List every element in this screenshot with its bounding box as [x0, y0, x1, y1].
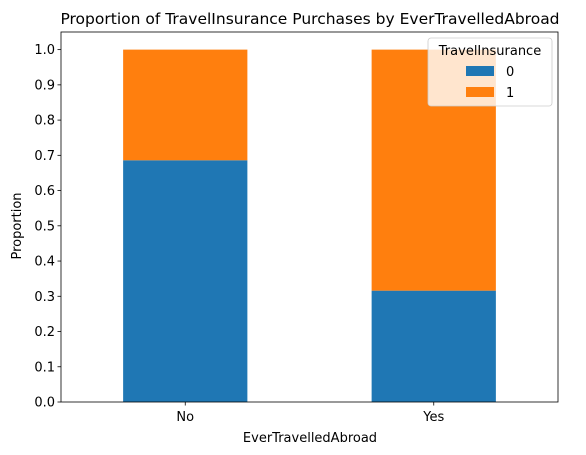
- legend: TravelInsurance 0 1: [427, 37, 553, 107]
- y-tick-label: 0.8: [34, 114, 55, 129]
- bar-no-series-1: [123, 49, 248, 161]
- y-tick-label: 0.3: [34, 290, 55, 305]
- y-tick-label: 0.6: [34, 184, 55, 199]
- chart-title: Proportion of TravelInsurance Purchases …: [60, 10, 559, 28]
- x-tick-label: Yes: [422, 410, 444, 425]
- plot-frame: [60, 31, 559, 403]
- y-tick-label: 0.4: [34, 255, 55, 270]
- legend-swatch-0: [466, 66, 494, 76]
- y-tick-label: 0.1: [34, 360, 55, 375]
- legend-title: TravelInsurance: [438, 44, 541, 59]
- y-tick-label: 0.2: [34, 325, 55, 340]
- bar-yes-series-0: [371, 290, 496, 402]
- legend-swatch-1: [466, 87, 494, 97]
- y-tick-label: 0.7: [34, 149, 55, 164]
- bar-no-series-0: [123, 160, 248, 402]
- x-tick-label: No: [176, 410, 194, 425]
- y-tick-label: 0.9: [34, 78, 55, 93]
- legend-entry-1: 1: [506, 86, 514, 101]
- legend-entry-0: 0: [506, 65, 514, 80]
- x-axis-label: EverTravelledAbroad: [243, 431, 377, 446]
- y-tick-label: 1.0: [34, 43, 55, 58]
- y-axis-label: Proportion: [10, 192, 25, 259]
- y-tick-label: 0.5: [34, 219, 55, 234]
- y-tick-label: 0.0: [34, 396, 55, 411]
